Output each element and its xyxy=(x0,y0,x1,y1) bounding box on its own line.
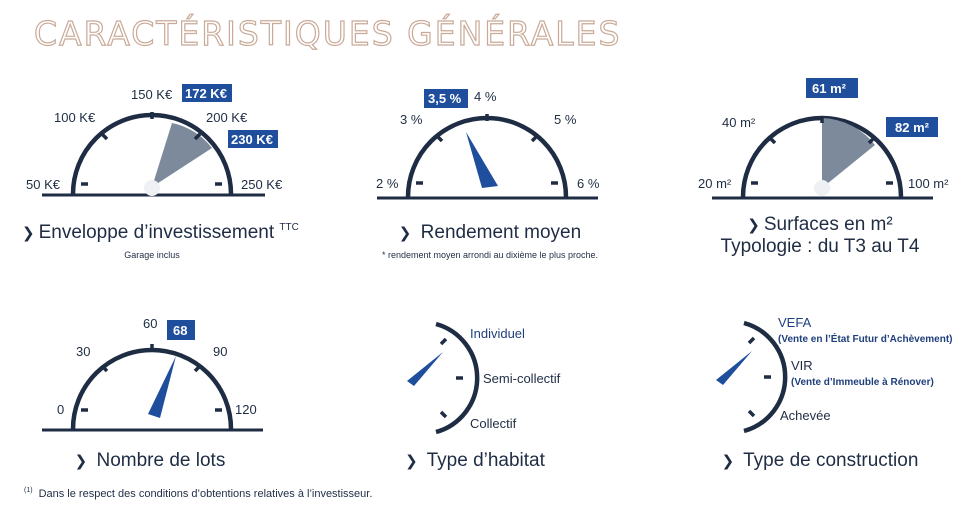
chevron-right-icon: ❯ xyxy=(22,224,35,242)
gauge-hub xyxy=(814,180,830,196)
tick-label: 5 % xyxy=(554,112,577,127)
value-badge-label: 172 K€ xyxy=(185,86,227,101)
gauge-ticks xyxy=(416,114,558,185)
option-label: Achevée xyxy=(780,408,831,423)
tick-label: 0 xyxy=(57,402,64,417)
caption-habitat: ❯ Type d’habitat xyxy=(370,450,580,472)
caption-lots: ❯ Nombre de lots xyxy=(30,450,270,472)
chevron-right-icon: ❯ xyxy=(74,452,88,470)
gauge-needle xyxy=(716,351,752,385)
page-title: CARACTÉRISTIQUES GÉNÉRALES xyxy=(33,13,622,53)
tick-label: 100 m² xyxy=(908,176,949,191)
value-badge-label: 61 m² xyxy=(812,81,847,96)
caption-label: Type d’habitat xyxy=(426,450,545,471)
tick-label: 200 K€ xyxy=(206,110,248,125)
caption-construction: ❯ Type de construction xyxy=(700,450,940,472)
tick-label: 150 K€ xyxy=(131,87,173,102)
tick-label: 250 K€ xyxy=(241,177,283,192)
tick-label: 40 m² xyxy=(722,115,756,130)
tick-label: 60 xyxy=(143,316,157,331)
value-badge xyxy=(806,78,858,98)
option-sublabel: (Vente d’Immeuble à Rénover) xyxy=(791,377,934,388)
value-badge xyxy=(424,89,468,108)
tick-label: 20 m² xyxy=(698,176,732,191)
tick-label: 50 K€ xyxy=(26,177,61,192)
caption-superscript: TTC xyxy=(279,222,299,233)
footnote-text: Dans le respect des conditions d’obtenti… xyxy=(38,488,373,500)
chevron-right-icon: ❯ xyxy=(721,452,735,470)
value-badge-label: 230 K€ xyxy=(231,132,273,147)
gauge-ticks xyxy=(751,116,893,185)
value-badge-label: 82 m² xyxy=(895,120,930,135)
chevron-right-icon: ❯ xyxy=(398,224,412,242)
value-badge xyxy=(228,130,278,148)
tick-label: 4 % xyxy=(474,89,497,104)
option-label: Collectif xyxy=(470,416,517,431)
tick-label: 90 xyxy=(213,344,227,359)
gauge-arc xyxy=(435,321,480,435)
option-label: VIR xyxy=(791,358,813,373)
caption-label: Type de construction xyxy=(743,450,919,471)
option-label: Individuel xyxy=(470,326,525,341)
gauge-ticks xyxy=(439,337,463,419)
option-sublabel: (Vente en l’État Futur d’Achèvement) xyxy=(778,332,952,345)
footnote: (1) Dans le respect des conditions d’obte… xyxy=(24,487,372,500)
caption-note: * rendement moyen arrondi au dixième le … xyxy=(381,250,599,260)
caption-label: Rendement moyen xyxy=(420,222,582,243)
value-badge-label: 3,5 % xyxy=(428,91,462,106)
option-label: Semi-collectif xyxy=(483,371,561,386)
range-sector xyxy=(822,118,875,188)
value-badge xyxy=(167,320,195,340)
chevron-right-icon: ❯ xyxy=(405,452,418,470)
option-label: VEFA xyxy=(778,315,812,330)
tick-label: 2 % xyxy=(376,176,399,191)
caption-label: Enveloppe d’investissement xyxy=(38,222,275,243)
caption-label: Surfaces en m² xyxy=(763,214,893,235)
value-badge-label: 68 xyxy=(173,323,187,338)
caption-rendement: ❯ Rendement moyen * rendement moyen arro… xyxy=(350,222,630,260)
caption-label: Nombre de lots xyxy=(96,450,226,471)
gauge-ticks xyxy=(747,336,771,418)
caption-label-2: Typologie : du T3 au T4 xyxy=(720,236,920,257)
tick-label: 3 % xyxy=(400,112,423,127)
tick-label: 100 K€ xyxy=(54,110,96,125)
tick-label: 30 xyxy=(76,344,90,359)
value-badge xyxy=(886,117,938,137)
gauge-ticks xyxy=(81,344,222,412)
gauge-needle xyxy=(148,356,176,418)
gauge-arc xyxy=(743,320,788,434)
caption-note: Garage inclus xyxy=(124,250,180,260)
tick-label: 6 % xyxy=(577,176,600,191)
gauge-ticks xyxy=(81,112,222,186)
gauge-hub xyxy=(144,180,160,196)
caption-investissement: ❯ Enveloppe d’investissement TTC Garage i… xyxy=(22,222,299,260)
gauge-needle xyxy=(407,352,443,386)
gauge-needle xyxy=(466,132,498,188)
tick-label: 120 xyxy=(235,402,257,417)
caption-surfaces: ❯ Surfaces en m² Typologie : du T3 au T4 xyxy=(700,214,940,258)
footnote-mark: (1) xyxy=(24,487,33,494)
chevron-right-icon: ❯ xyxy=(747,216,760,234)
value-badge xyxy=(182,84,232,102)
